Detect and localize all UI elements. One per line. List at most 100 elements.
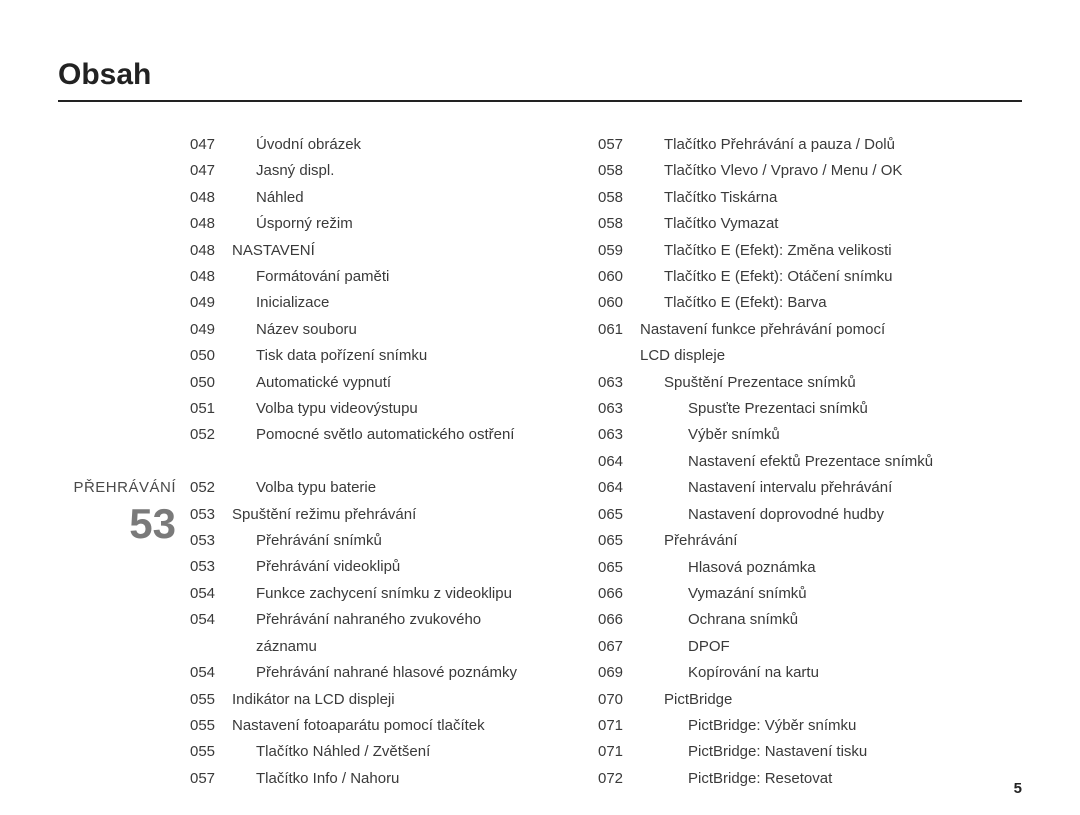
toc-entry-text: Inicializace [232, 290, 538, 316]
toc-entry: 067DPOF [598, 634, 1018, 660]
toc-entry-page: 071 [598, 739, 640, 765]
toc-entry: 057Tlačítko Přehrávání a pauza / Dolů [598, 132, 1018, 158]
toc-entry: 048NASTAVENÍ [190, 238, 538, 264]
toc-entry-page: 049 [190, 290, 232, 316]
toc-entry: 066Vymazání snímků [598, 581, 1018, 607]
toc-entry: 069Kopírování na kartu [598, 660, 1018, 686]
toc-entry-text: Nastavení efektů Prezentace snímků [640, 449, 1018, 475]
toc-entry-text: Spusťte Prezentaci snímků [640, 396, 1018, 422]
toc-entry-page: 072 [598, 766, 640, 792]
toc-entry-text: Přehrávání videoklipů [232, 554, 538, 580]
section-heading-number: 53 [58, 503, 176, 545]
toc-entry-page: 067 [598, 634, 640, 660]
toc-columns: PŘEHRÁVÁNÍ53 047Úvodní obrázek047Jasný d… [58, 132, 1022, 792]
toc-entry-text: Přehrávání nahraného zvukového [232, 607, 538, 633]
toc-entry: 065Přehrávání [598, 528, 1018, 554]
toc-entry-page: 047 [190, 132, 232, 158]
toc-entry-page: 058 [598, 185, 640, 211]
toc-entry: 049Název souboru [190, 317, 538, 343]
toc-entry: 055Indikátor na LCD displeji [190, 687, 538, 713]
page-number: 5 [1014, 780, 1022, 797]
toc-entry-page: 049 [190, 317, 232, 343]
toc-entry-page: 064 [598, 449, 640, 475]
toc-entry-page: 048 [190, 185, 232, 211]
toc-entry-page: 071 [598, 713, 640, 739]
toc-page: Obsah PŘEHRÁVÁNÍ53 047Úvodní obrázek047J… [0, 0, 1080, 815]
toc-entry-page: 066 [598, 607, 640, 633]
toc-entry-text: Nastavení fotoaparátu pomocí tlačítek [232, 713, 538, 739]
toc-entry: 048Formátování paměti [190, 264, 538, 290]
toc-right-column: 057Tlačítko Přehrávání a pauza / Dolů058… [538, 132, 1018, 792]
toc-entry-page: 048 [190, 238, 232, 264]
toc-entry-page: 063 [598, 396, 640, 422]
toc-entry: záznamu [190, 634, 538, 660]
toc-entry-text: Náhled [232, 185, 538, 211]
toc-entry-page: 070 [598, 687, 640, 713]
toc-entry-page: 063 [598, 370, 640, 396]
toc-entry: 054Funkce zachycení snímku z videoklipu [190, 581, 538, 607]
toc-entry-page: 053 [190, 528, 232, 554]
toc-entry-page: 059 [598, 238, 640, 264]
toc-entry-text: Nastavení intervalu přehrávání [640, 475, 1018, 501]
toc-entry: 063Výběr snímků [598, 422, 1018, 448]
toc-entry-text: Úvodní obrázek [232, 132, 538, 158]
toc-entry-text: Tlačítko Info / Nahoru [232, 766, 538, 792]
toc-entry: LCD displeje [598, 343, 1018, 369]
toc-entry: 060Tlačítko E (Efekt): Barva [598, 290, 1018, 316]
toc-entry-text: Funkce zachycení snímku z videoklipu [232, 581, 538, 607]
toc-entry-page: 058 [598, 158, 640, 184]
toc-entry-page: 060 [598, 264, 640, 290]
toc-entry-text: Přehrávání nahrané hlasové poznámky [232, 660, 538, 686]
toc-entry: 050Automatické vypnutí [190, 370, 538, 396]
toc-entry: 054Přehrávání nahraného zvukového [190, 607, 538, 633]
toc-entry-text: Automatické vypnutí [232, 370, 538, 396]
toc-entry-page: 060 [598, 290, 640, 316]
toc-entry-page: 050 [190, 343, 232, 369]
toc-entry-page: 063 [598, 422, 640, 448]
toc-entry-page: 054 [190, 607, 232, 633]
toc-entry: 071PictBridge: Nastavení tisku [598, 739, 1018, 765]
toc-entry-text: Tisk data pořízení snímku [232, 343, 538, 369]
toc-entry-page: 054 [190, 660, 232, 686]
toc-entry-text: Formátování paměti [232, 264, 538, 290]
toc-entry-text: Tlačítko Vymazat [640, 211, 1018, 237]
toc-entry-text: PictBridge: Nastavení tisku [640, 739, 1018, 765]
toc-entry: 053Přehrávání snímků [190, 528, 538, 554]
toc-entry: 065Hlasová poznámka [598, 555, 1018, 581]
toc-entry-text: Hlasová poznámka [640, 555, 1018, 581]
toc-entry-text: Spuštění Prezentace snímků [640, 370, 1018, 396]
toc-entry: 053Spuštění režimu přehrávání [190, 502, 538, 528]
toc-entry: 072PictBridge: Resetovat [598, 766, 1018, 792]
toc-entry-text: Přehrávání [640, 528, 1018, 554]
toc-entry: 063Spusťte Prezentaci snímků [598, 396, 1018, 422]
toc-left-entries: 047Úvodní obrázek047Jasný displ.048Náhle… [190, 132, 538, 792]
toc-entry: 052Pomocné světlo automatického ostření [190, 422, 538, 448]
toc-entry: 054Přehrávání nahrané hlasové poznámky [190, 660, 538, 686]
toc-entry-text: Tlačítko E (Efekt): Otáčení snímku [640, 264, 1018, 290]
toc-entry-text: Kopírování na kartu [640, 660, 1018, 686]
toc-entry-page: 057 [190, 766, 232, 792]
toc-entry-text: Vymazání snímků [640, 581, 1018, 607]
toc-entry-text: Výběr snímků [640, 422, 1018, 448]
toc-entry: 070PictBridge [598, 687, 1018, 713]
toc-entry: 048Úsporný režim [190, 211, 538, 237]
toc-entry: 064Nastavení efektů Prezentace snímků [598, 449, 1018, 475]
toc-entry-page: 051 [190, 396, 232, 422]
toc-entry-page: 065 [598, 528, 640, 554]
toc-entry-text: Nastavení doprovodné hudby [640, 502, 1018, 528]
toc-entry-page: 053 [190, 502, 232, 528]
toc-entry-text: Jasný displ. [232, 158, 538, 184]
toc-entry-text: Ochrana snímků [640, 607, 1018, 633]
toc-entry: 052Volba typu baterie [190, 475, 538, 501]
toc-entry: 060Tlačítko E (Efekt): Otáčení snímku [598, 264, 1018, 290]
toc-entry-text: Tlačítko Tiskárna [640, 185, 1018, 211]
toc-entry: 049Inicializace [190, 290, 538, 316]
toc-entry-page: 047 [190, 158, 232, 184]
page-title: Obsah [58, 58, 1022, 102]
toc-entry-page: 054 [190, 581, 232, 607]
toc-entry-text: Přehrávání snímků [232, 528, 538, 554]
toc-entry-text: Volba typu baterie [232, 475, 538, 501]
toc-entry-page: 064 [598, 475, 640, 501]
toc-entry-page: 055 [190, 739, 232, 765]
toc-entry: 053Přehrávání videoklipů [190, 554, 538, 580]
